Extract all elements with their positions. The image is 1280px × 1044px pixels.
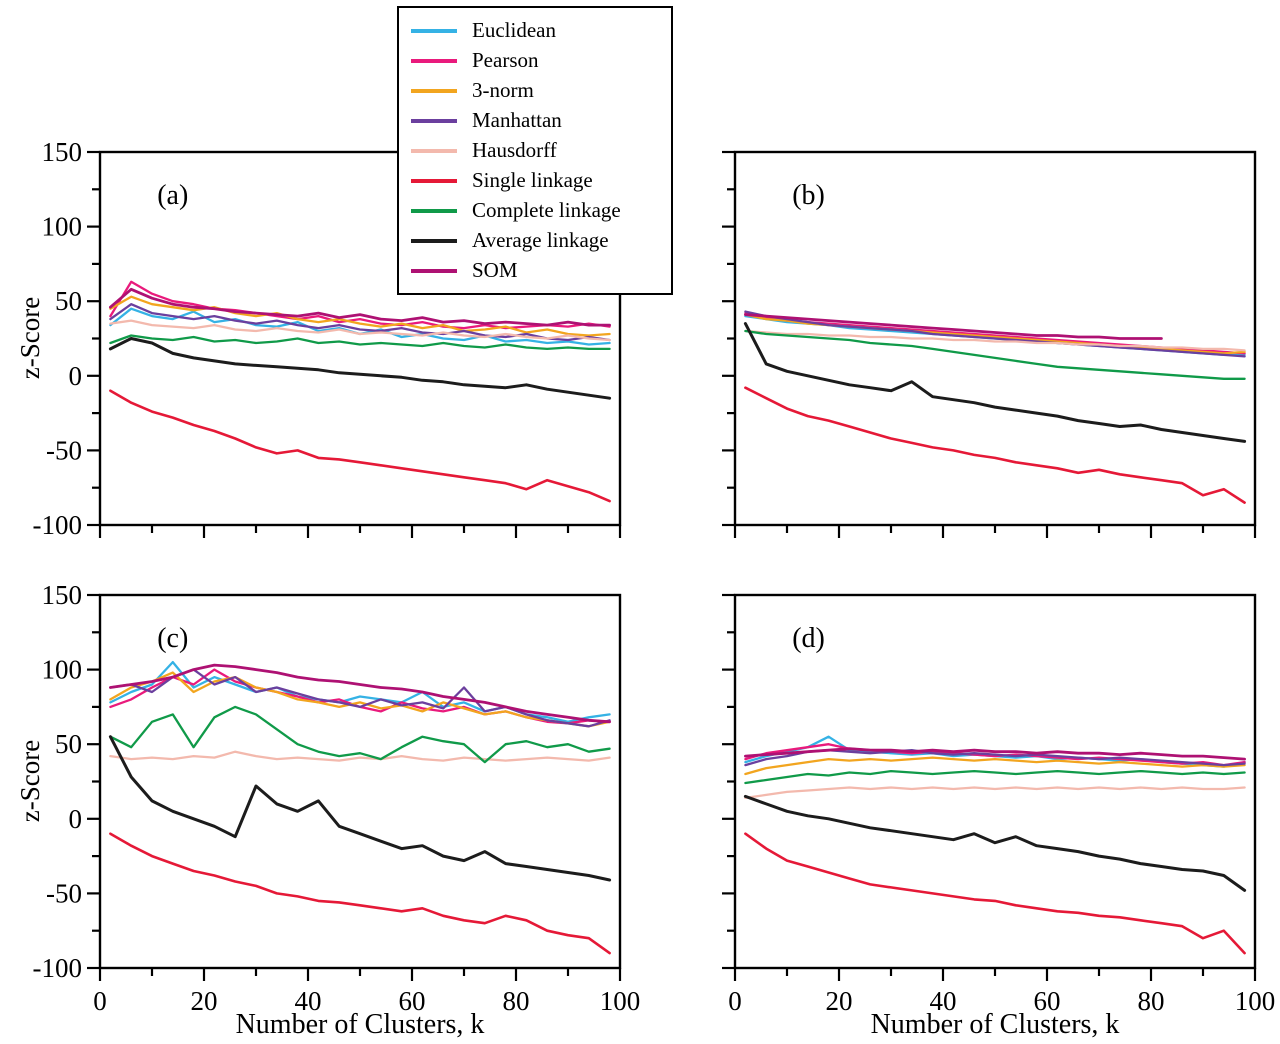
legend-swatch-complete-linkage	[411, 208, 457, 213]
x-tick-label: 20	[826, 986, 853, 1016]
y-tick-label: -100	[33, 510, 83, 540]
legend-item: Manhattan	[411, 108, 659, 132]
x-axis-label-left: Number of Clusters, k	[235, 1009, 485, 1040]
panel-d: 0 20 40 60 80 100 (d)	[722, 593, 1276, 1016]
x-tick-label: 0	[93, 986, 107, 1016]
y-tick-label: 150	[42, 137, 83, 167]
legend-swatch-som	[411, 268, 457, 273]
series-pearson	[744, 743, 1246, 767]
legend-item: Single linkage	[411, 168, 659, 192]
series-som	[109, 287, 611, 327]
plot-frame	[733, 593, 1257, 970]
x-axis-label-right: Number of Clusters, k	[870, 1009, 1120, 1040]
legend-swatch-3-norm	[411, 88, 457, 93]
y-tick-label: 50	[55, 729, 82, 759]
panel-label: (c)	[157, 623, 188, 654]
legend-item: SOM	[411, 258, 659, 282]
series-single-linkage	[744, 832, 1246, 955]
plot-frame	[98, 593, 622, 970]
legend-item: Complete linkage	[411, 198, 659, 222]
legend-item: Pearson	[411, 48, 659, 72]
y-axis-label-bottom: z-Score	[15, 739, 45, 823]
x-tick-label: 100	[600, 986, 641, 1016]
series-single-linkage	[109, 389, 611, 503]
panel-c: 0 20 40 60 80 100 -100 -50 0 50 100 150 (c)	[33, 580, 641, 1016]
series-3-norm	[109, 671, 611, 728]
series-single-linkage	[744, 386, 1246, 504]
plot-frame	[98, 150, 622, 527]
series-complete-linkage	[109, 334, 611, 351]
legend-item-label: Complete linkage	[472, 198, 621, 222]
x-tick-label: 80	[1138, 986, 1165, 1016]
panel-label: (a)	[157, 180, 188, 211]
legend-swatch-euclidean	[411, 28, 457, 33]
series-average-linkage	[743, 322, 1247, 443]
series-complete-linkage	[744, 769, 1246, 785]
legend-item: Euclidean	[411, 18, 659, 42]
y-tick-label: 50	[55, 286, 82, 316]
legend-item-label: SOM	[472, 258, 518, 282]
legend-item: 3-norm	[411, 78, 659, 102]
x-tick-label: 60	[399, 986, 426, 1016]
y-tick-label: 0	[69, 361, 83, 391]
y-tick-label: 150	[42, 580, 83, 610]
series-hausdorff	[744, 329, 1246, 352]
legend-item-label: Manhattan	[472, 108, 562, 132]
x-tick-label: 40	[295, 986, 322, 1016]
legend-item: Average linkage	[411, 228, 659, 252]
legend-box: Euclidean Pearson 3-norm Manhattan Hausdorff…	[397, 6, 673, 295]
panel-b: (b)	[722, 150, 1257, 538]
legend-swatch-hausdorff	[411, 148, 457, 153]
series-complete-linkage	[109, 705, 611, 764]
x-tick-label: 80	[503, 986, 530, 1016]
series-single-linkage	[109, 832, 611, 955]
y-tick-label: 100	[42, 212, 83, 242]
series-som	[744, 313, 1163, 340]
x-tick-label: 60	[1034, 986, 1061, 1016]
series-average-linkage	[108, 735, 612, 882]
series-hausdorff	[744, 786, 1246, 800]
series-complete-linkage	[744, 329, 1246, 380]
series-average-linkage	[743, 794, 1247, 892]
legend-item-label: Hausdorff	[472, 138, 557, 162]
x-tick-label: 0	[728, 986, 742, 1016]
plot-frame	[733, 150, 1257, 527]
series-som	[109, 663, 611, 724]
panel-label: (b)	[792, 180, 825, 211]
legend-swatch-manhattan	[411, 118, 457, 123]
series-pearson	[109, 280, 611, 330]
x-tick-label: 20	[191, 986, 218, 1016]
series-3-norm	[109, 295, 611, 337]
y-tick-label: 0	[69, 804, 83, 834]
legend-item-label: Pearson	[472, 48, 539, 72]
series-3-norm	[744, 756, 1246, 776]
legend-swatch-single-linkage	[411, 178, 457, 183]
series-manhattan	[109, 303, 611, 342]
series-hausdorff	[109, 750, 611, 762]
y-tick-label: -50	[46, 878, 82, 908]
legend-item-label: Average linkage	[472, 228, 609, 252]
series-average-linkage	[108, 337, 612, 400]
x-tick-label: 100	[1235, 986, 1276, 1016]
legend-swatch-pearson	[411, 58, 457, 63]
series-hausdorff	[109, 319, 611, 342]
legend-item: Hausdorff	[411, 138, 659, 162]
x-tick-label: 40	[930, 986, 957, 1016]
y-tick-label: -100	[33, 953, 83, 983]
series-manhattan	[744, 310, 1246, 358]
y-tick-label: -50	[46, 435, 82, 465]
legend-swatch-average-linkage	[411, 238, 457, 243]
series-som	[744, 747, 1246, 761]
panel-a: -100 -50 0 50 100 150 (a)	[33, 137, 622, 540]
legend-item-label: 3-norm	[472, 78, 534, 102]
panel-label: (d)	[792, 623, 825, 654]
legend-item-label: Single linkage	[472, 168, 593, 192]
legend-item-label: Euclidean	[472, 18, 556, 42]
y-tick-label: 100	[42, 655, 83, 685]
y-axis-label-top: z-Score	[15, 296, 45, 380]
